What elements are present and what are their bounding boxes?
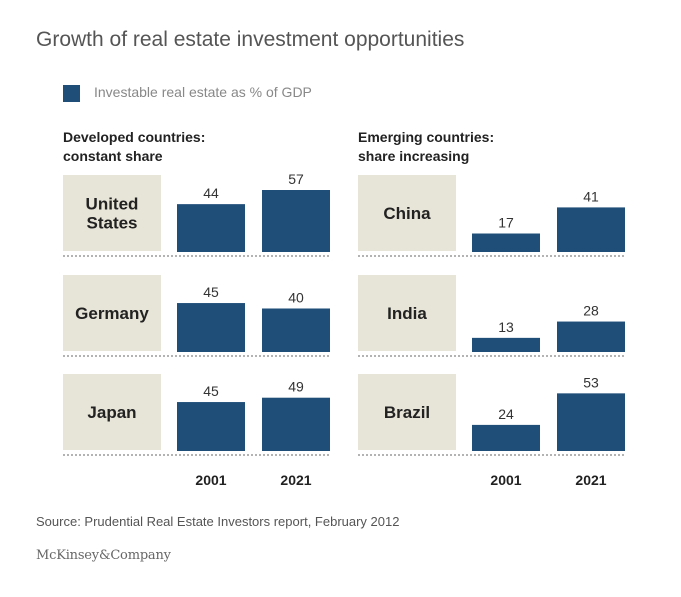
country-label: Brazil bbox=[384, 403, 430, 422]
country-label-panel bbox=[63, 374, 161, 450]
bar-value-label: 49 bbox=[288, 379, 304, 395]
bar-value-label: 41 bbox=[583, 188, 599, 204]
bar-value-label: 17 bbox=[498, 215, 514, 231]
country-label: Japan bbox=[87, 403, 136, 422]
bar-value-label: 28 bbox=[583, 303, 599, 319]
bar bbox=[177, 402, 245, 451]
country-label-panel bbox=[358, 275, 456, 351]
bar-value-label: 57 bbox=[288, 171, 304, 187]
bar-value-label: 53 bbox=[583, 374, 599, 390]
bar bbox=[262, 397, 330, 451]
group-heading-line: Emerging countries: bbox=[358, 129, 495, 145]
bar-value-label: 40 bbox=[288, 289, 304, 305]
bar bbox=[557, 393, 625, 451]
bar-value-label: 24 bbox=[498, 406, 514, 422]
bar bbox=[472, 424, 540, 451]
group-heading-line: share increasing bbox=[358, 148, 470, 164]
bar bbox=[177, 204, 245, 252]
bar bbox=[177, 303, 245, 352]
x-tick-label: 2021 bbox=[575, 472, 606, 488]
source-note: Source: Prudential Real Estate Investors… bbox=[36, 514, 400, 529]
legend-label: Investable real estate as % of GDP bbox=[94, 84, 312, 100]
bar bbox=[472, 233, 540, 252]
bar bbox=[262, 190, 330, 252]
bar-value-label: 45 bbox=[203, 284, 219, 300]
country-label: China bbox=[383, 204, 431, 223]
bar bbox=[557, 207, 625, 252]
country-label: India bbox=[387, 304, 427, 323]
chart-title: Growth of real estate investment opportu… bbox=[36, 28, 465, 51]
group-heading-emerging: Emerging countries: share increasing bbox=[358, 128, 494, 166]
x-tick-label: 2001 bbox=[195, 472, 226, 488]
country-label-panel bbox=[63, 275, 161, 351]
country-label: United bbox=[86, 195, 139, 214]
brand-logo: McKinsey&Company bbox=[36, 548, 171, 563]
legend-swatch bbox=[63, 85, 80, 102]
group-heading-line: Developed countries: bbox=[63, 129, 206, 145]
bar-value-label: 13 bbox=[498, 319, 514, 335]
bar bbox=[557, 321, 625, 352]
group-heading-line: constant share bbox=[63, 148, 163, 164]
country-label: States bbox=[86, 214, 137, 233]
bar bbox=[472, 337, 540, 352]
x-tick-label: 2021 bbox=[280, 472, 311, 488]
country-label-panel bbox=[358, 175, 456, 251]
group-heading-developed: Developed countries: constant share bbox=[63, 128, 205, 166]
country-label-panel bbox=[358, 374, 456, 450]
bar-value-label: 44 bbox=[203, 185, 219, 201]
country-label: Germany bbox=[75, 304, 149, 323]
country-label-panel bbox=[63, 175, 161, 251]
x-tick-label: 2001 bbox=[490, 472, 521, 488]
bar bbox=[262, 308, 330, 352]
bar-value-label: 45 bbox=[203, 383, 219, 399]
